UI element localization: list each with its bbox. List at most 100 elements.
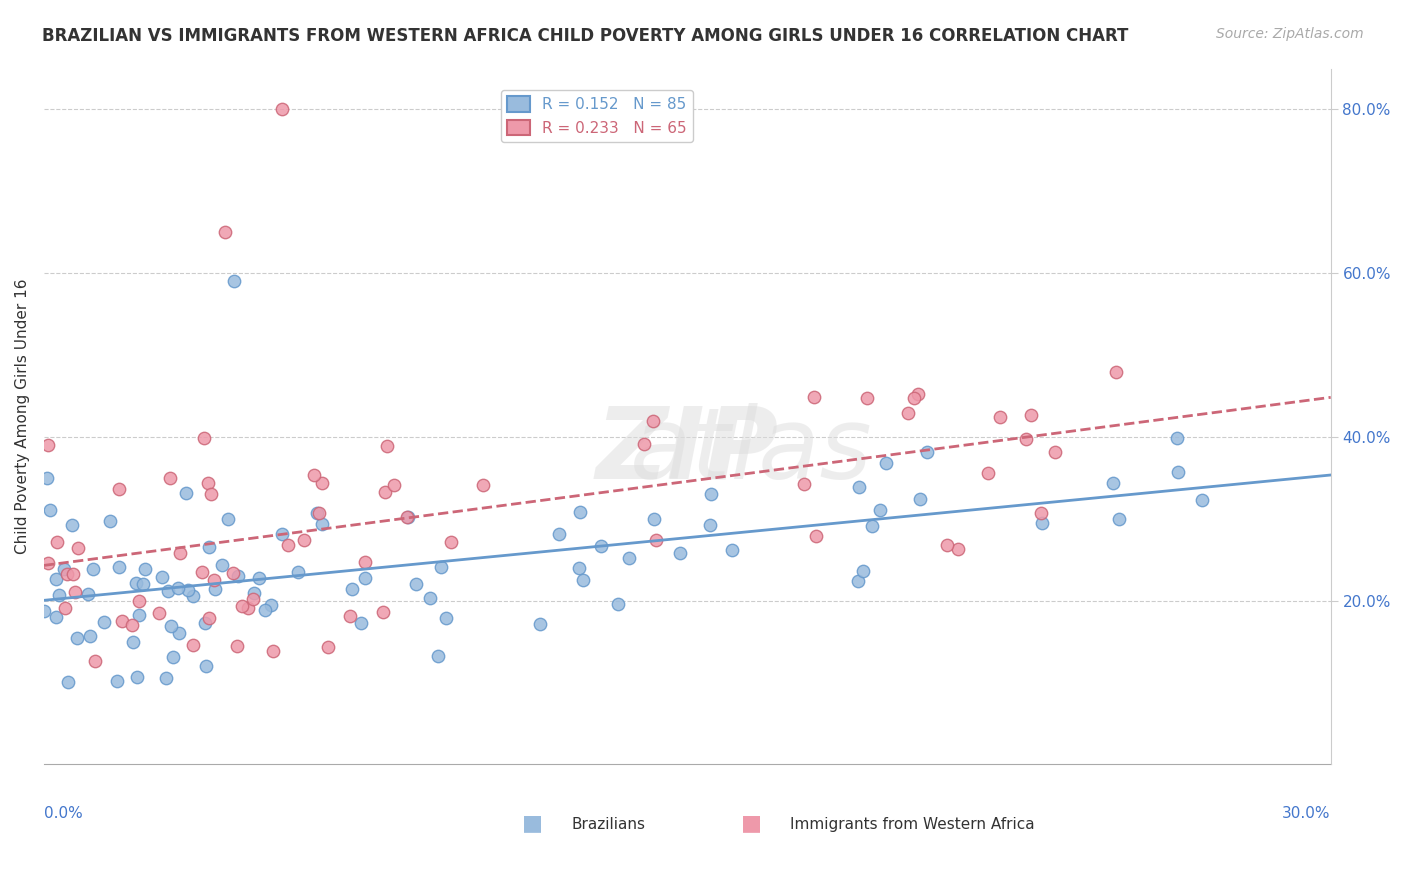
Point	[66, 631, 89, 645]
Point	[529, 617, 551, 632]
Point	[856, 391, 879, 405]
Point	[226, 640, 249, 654]
Point	[1167, 465, 1189, 479]
Point	[287, 565, 309, 579]
Text: ■: ■	[741, 813, 762, 833]
Point	[134, 562, 156, 576]
Point	[375, 439, 398, 453]
Point	[243, 586, 266, 600]
Point	[669, 546, 692, 560]
Point	[37, 556, 59, 570]
Point	[903, 392, 925, 406]
Point	[350, 615, 373, 630]
Point	[156, 584, 179, 599]
Point	[699, 518, 721, 533]
Point	[1102, 475, 1125, 490]
Point	[162, 650, 184, 665]
Point	[307, 506, 329, 520]
Point	[222, 566, 245, 580]
Point	[197, 540, 219, 554]
Point	[35, 471, 58, 485]
Point	[56, 675, 79, 690]
Point	[935, 537, 957, 551]
Point	[846, 574, 869, 589]
Point	[382, 477, 405, 491]
Point	[353, 555, 375, 569]
Point	[159, 619, 181, 633]
Point	[915, 445, 938, 459]
Point	[311, 516, 333, 531]
Point	[804, 529, 827, 543]
Point	[181, 638, 204, 652]
Point	[308, 507, 330, 521]
Point	[195, 659, 218, 673]
Text: ZIP: ZIP	[596, 402, 779, 500]
Point	[700, 487, 723, 501]
Point	[340, 582, 363, 597]
Point	[262, 644, 284, 658]
Point	[53, 601, 76, 615]
Point	[148, 606, 170, 620]
Point	[217, 511, 239, 525]
Point	[1166, 431, 1188, 445]
Point	[65, 585, 87, 599]
Point	[1015, 432, 1038, 446]
Point	[34, 604, 56, 618]
Point	[82, 562, 104, 576]
Point	[177, 583, 200, 598]
Point	[111, 614, 134, 628]
Point	[107, 482, 129, 496]
Point	[860, 519, 883, 533]
Text: Immigrants from Western Africa: Immigrants from Western Africa	[790, 816, 1035, 831]
Point	[946, 542, 969, 557]
Point	[121, 635, 143, 649]
Point	[236, 601, 259, 615]
Point	[193, 431, 215, 445]
Point	[190, 566, 212, 580]
Point	[77, 587, 100, 601]
Point	[128, 608, 150, 623]
Point	[125, 670, 148, 684]
Point	[159, 471, 181, 485]
Point	[37, 438, 59, 452]
Point	[60, 517, 83, 532]
Point	[427, 648, 450, 663]
Point	[48, 588, 70, 602]
Point	[174, 486, 197, 500]
Point	[440, 534, 463, 549]
Point	[396, 509, 419, 524]
Point	[125, 576, 148, 591]
Point	[908, 491, 931, 506]
Point	[907, 387, 929, 401]
Point	[62, 566, 84, 581]
Point	[633, 437, 655, 451]
Text: ■: ■	[523, 813, 543, 833]
Point	[93, 615, 115, 630]
Text: 0.0%: 0.0%	[44, 806, 83, 821]
Point	[169, 546, 191, 560]
Text: 30.0%: 30.0%	[1282, 806, 1330, 821]
Point	[108, 560, 131, 574]
Point	[897, 406, 920, 420]
Point	[105, 674, 128, 689]
Point	[247, 571, 270, 585]
Point	[430, 560, 453, 574]
Text: Source: ZipAtlas.com: Source: ZipAtlas.com	[1216, 27, 1364, 41]
Point	[547, 526, 569, 541]
Point	[793, 477, 815, 491]
Point	[197, 611, 219, 625]
Point	[1019, 409, 1042, 423]
Point	[875, 457, 897, 471]
Point	[56, 566, 79, 581]
Point	[84, 654, 107, 668]
Point	[226, 569, 249, 583]
Point	[374, 485, 396, 500]
Point	[419, 591, 441, 606]
Text: Brazilians: Brazilians	[571, 816, 645, 831]
Point	[354, 571, 377, 585]
Point	[720, 543, 742, 558]
Point	[316, 640, 339, 655]
Point	[260, 598, 283, 612]
Point	[1105, 365, 1128, 379]
Point	[46, 535, 69, 549]
